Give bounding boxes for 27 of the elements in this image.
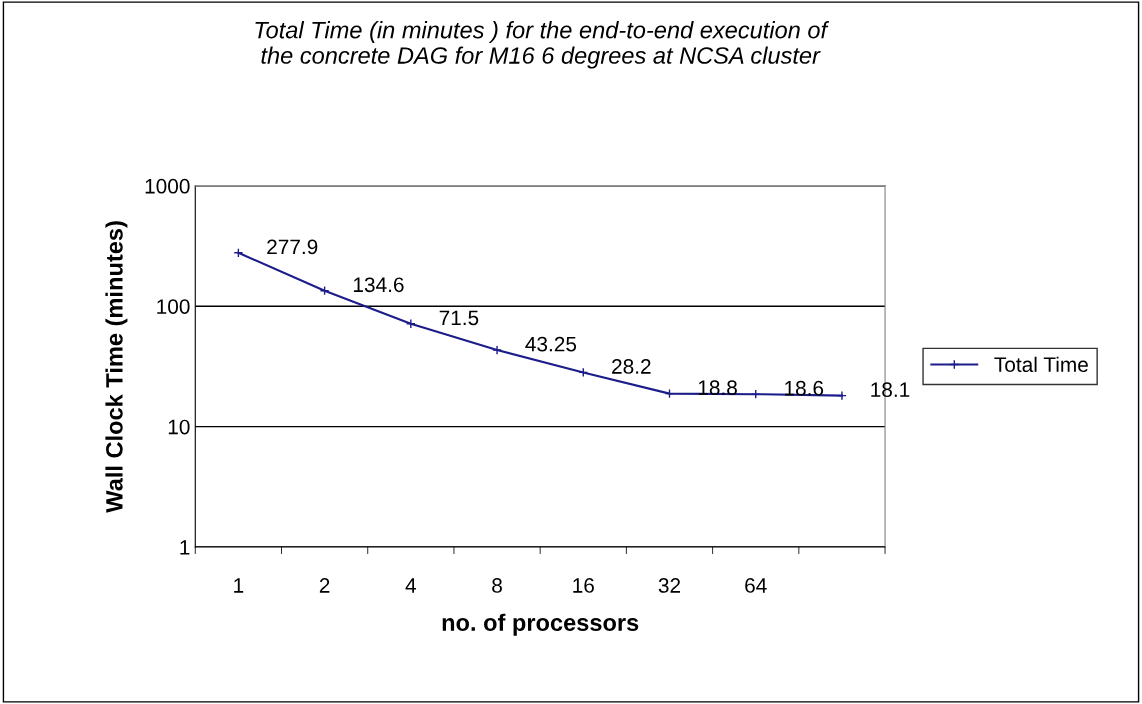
x-tick-label: 64 (745, 578, 767, 593)
data-label: 134.6 (353, 277, 404, 293)
data-label: 28.2 (612, 359, 651, 374)
y-tick-label: 10 (168, 419, 190, 435)
data-label: 18.8 (698, 380, 737, 396)
chart-title: Total Time (in minutes ) for the end-to-end execution of the concrete DAG for M16 6 degrees at NCSA cluster (255, 21, 830, 69)
data-label: 71.5 (439, 310, 479, 326)
x-tick-label: 32 (658, 578, 681, 593)
x-tick-label: 8 (492, 578, 502, 593)
data-label: 18.6 (785, 380, 824, 396)
x-axis-title: no. of processors (442, 613, 639, 636)
y-tick-label: 1 (180, 540, 190, 555)
data-label: 43.25 (525, 336, 577, 352)
y-axis-title: Wall Clock Time (minutes) (105, 221, 128, 513)
point (405, 318, 416, 329)
legend-label: Total Time (994, 356, 1088, 373)
x-tick-label: 4 (405, 578, 417, 593)
data-label: 18.1 (871, 382, 910, 398)
data-label: 277.9 (267, 239, 318, 255)
point (492, 345, 502, 355)
y-tick-label: 100 (157, 299, 190, 314)
y-tick-label: 1000 (145, 178, 190, 194)
x-tick-label: 16 (573, 578, 594, 593)
x-tick-label: 1 (234, 578, 244, 593)
x-tick-label: 2 (319, 578, 330, 593)
point (750, 389, 761, 400)
point (837, 390, 847, 401)
